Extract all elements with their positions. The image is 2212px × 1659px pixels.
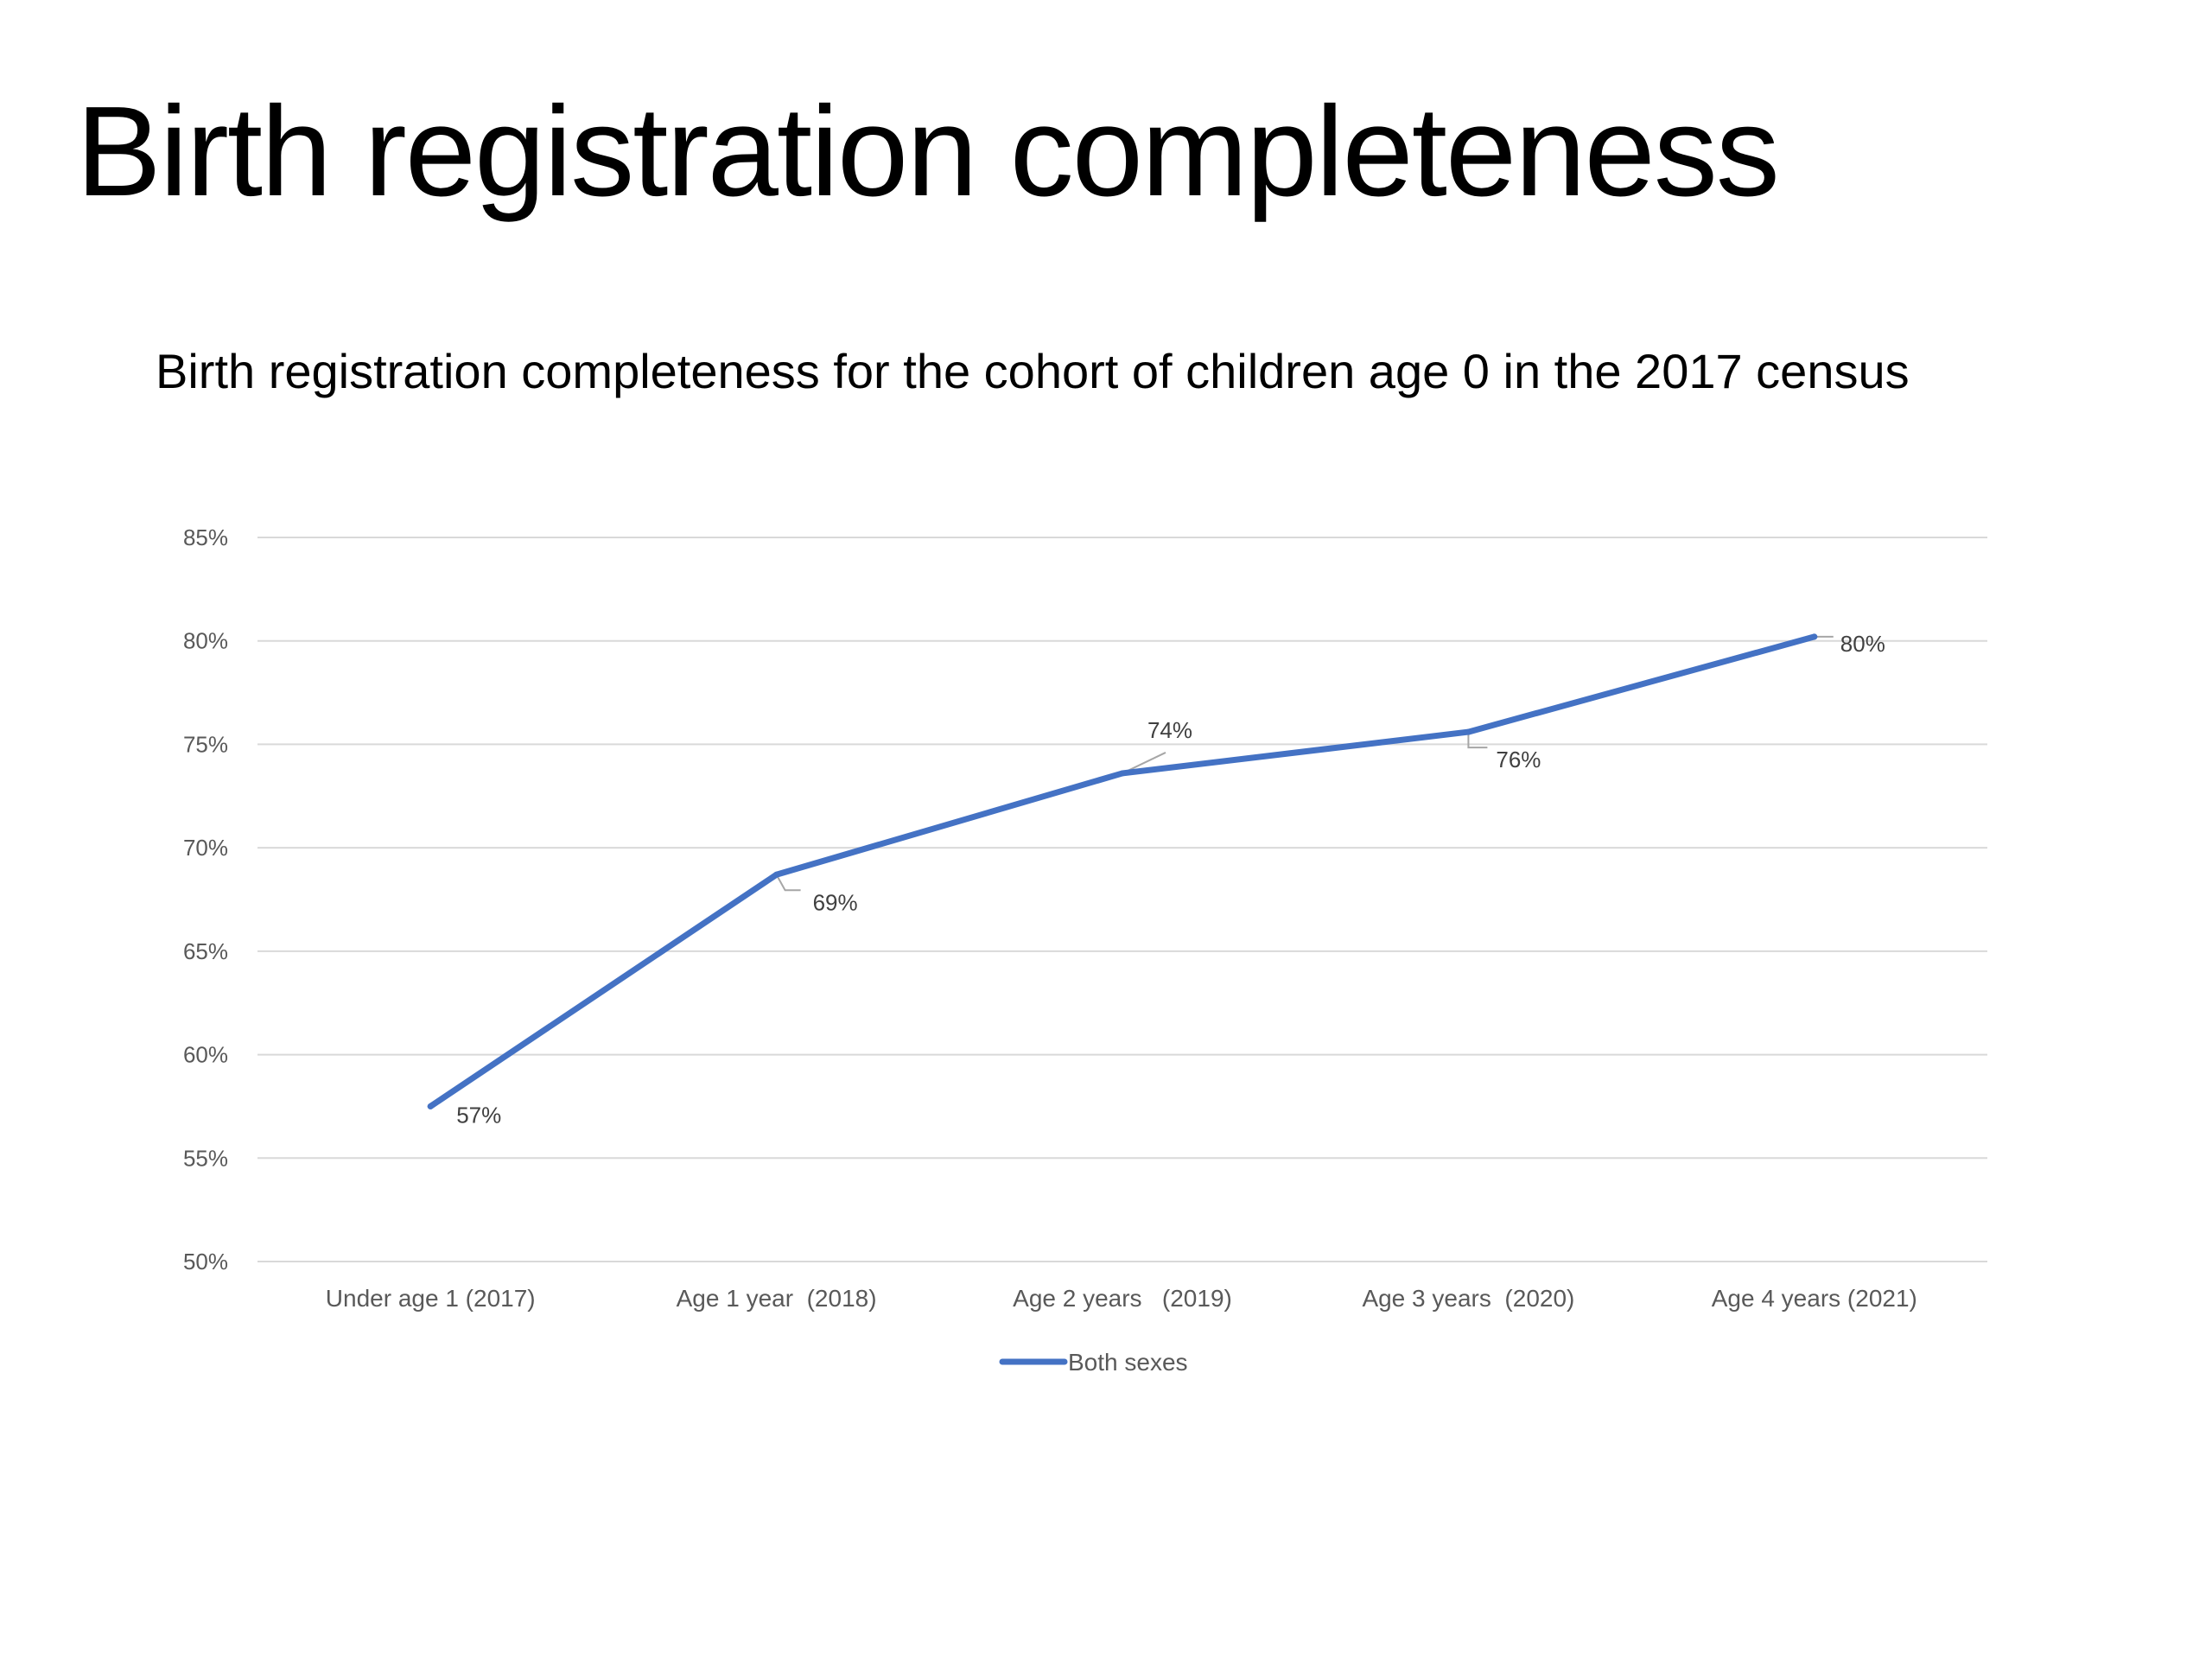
data-point [1465,728,1471,735]
data-labels: 57% 69% 74% 76% 80% [456,631,1885,1128]
series-line-both-sexes [427,633,1818,1109]
data-point [1811,633,1818,640]
data-label: 69% [813,889,858,915]
series-layer [427,633,1818,1109]
y-tick-label: 75% [183,731,228,757]
x-tick-label: Age 4 years (2021) [1712,1285,1917,1312]
x-axis-ticks: Under age 1 (2017) Age 1 year (2018) Age 2… [326,1285,1917,1312]
data-point [773,871,780,878]
x-tick-label: Age 3 years (2020) [1362,1285,1574,1312]
data-label: 80% [1840,631,1885,657]
legend-label: Both sexes [1068,1349,1188,1376]
gridlines [257,537,1987,1262]
y-tick-label: 65% [183,938,228,964]
y-tick-label: 85% [183,524,228,550]
data-label: 74% [1147,717,1192,743]
legend: Both sexes [999,1349,1188,1376]
chart-title: Birth registration completeness for the … [156,344,1910,398]
y-tick-label: 70% [183,835,228,861]
data-label-leader [1467,732,1488,749]
data-label: 76% [1496,747,1541,772]
y-tick-label: 80% [183,628,228,654]
y-tick-label: 50% [183,1249,228,1274]
data-point [427,1103,434,1109]
slide-title: Birth registration completeness [76,80,1780,223]
data-label: 57% [456,1102,501,1128]
y-tick-label: 55% [183,1145,228,1171]
data-label-leader [775,874,801,892]
x-tick-label: Under age 1 (2017) [326,1285,536,1312]
data-point [1119,770,1126,777]
x-tick-label: Age 1 year (2018) [677,1285,877,1312]
y-tick-label: 60% [183,1042,228,1068]
x-tick-label: Age 2 years (2019) [1013,1285,1232,1312]
y-axis-ticks: 50% 55% 60% 65% 70% 75% 80% 85% [183,524,228,1274]
